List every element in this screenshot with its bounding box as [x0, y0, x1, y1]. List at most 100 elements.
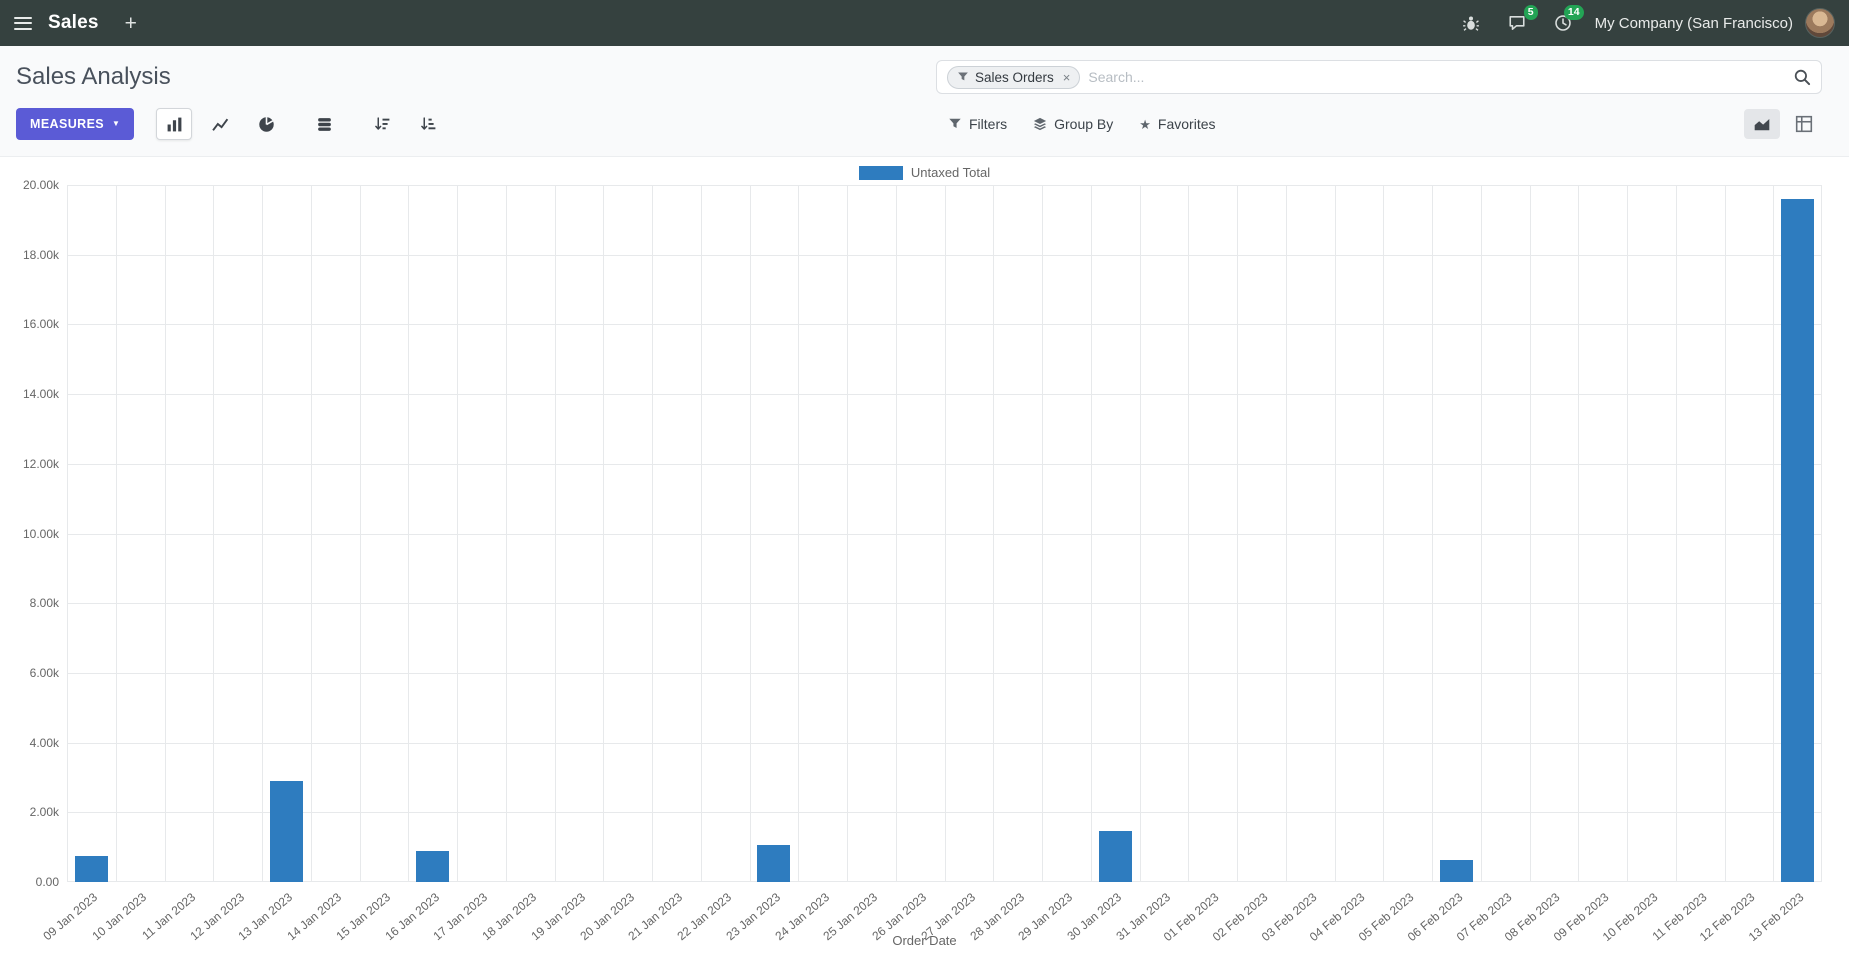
v-gridline — [1773, 185, 1774, 882]
y-tick-label: 18.00k — [22, 248, 59, 262]
v-gridline — [360, 185, 361, 882]
line-chart-type-button[interactable] — [202, 108, 238, 140]
v-gridline — [1335, 185, 1336, 882]
v-gridline — [165, 185, 166, 882]
y-tick-label: 4.00k — [29, 736, 59, 750]
activities-badge: 14 — [1563, 5, 1584, 20]
y-tick-label: 14.00k — [22, 387, 59, 401]
chart-bar[interactable] — [75, 856, 108, 882]
star-icon: ★ — [1139, 116, 1151, 132]
apps-menu-icon[interactable] — [14, 13, 34, 33]
group-by-button[interactable]: Group By — [1033, 116, 1113, 132]
v-gridline — [213, 185, 214, 882]
y-tick-label: 12.00k — [22, 457, 59, 471]
bar-chart-icon — [167, 117, 182, 131]
v-gridline — [1383, 185, 1384, 882]
sort-ascending-icon — [421, 116, 436, 130]
v-gridline — [750, 185, 751, 882]
filters-button[interactable]: Filters — [948, 116, 1007, 132]
v-gridline — [1188, 185, 1189, 882]
sort-descending-button[interactable] — [364, 108, 400, 140]
v-gridline — [408, 185, 409, 882]
search-bar[interactable]: Sales Orders × — [936, 60, 1822, 94]
v-gridline — [896, 185, 897, 882]
bar-chart-plot: 20.00k 18.00k 16.00k 14.00k 12.00k 10.00k 8.00… — [23, 178, 1822, 944]
bar-chart-type-button[interactable] — [156, 108, 193, 140]
v-gridline — [262, 185, 263, 882]
h-gridline — [67, 464, 1822, 465]
stack-icon — [318, 117, 331, 131]
search-facet-sales-orders[interactable]: Sales Orders × — [947, 65, 1081, 89]
chevron-down-icon: ▼ — [112, 119, 121, 128]
v-gridline — [1042, 185, 1043, 882]
v-gridline — [311, 185, 312, 882]
y-tick-label: 0.00 — [35, 875, 59, 889]
v-gridline — [701, 185, 702, 882]
v-gridline — [1627, 185, 1628, 882]
chart-bar[interactable] — [1099, 831, 1132, 882]
page-title: Sales Analysis — [16, 63, 171, 90]
v-gridline — [1286, 185, 1287, 882]
control-panel: Sales Analysis Sales Orders × MEASURES ▼ — [0, 46, 1849, 157]
bug-icon[interactable] — [1459, 11, 1483, 35]
chart-bar[interactable] — [1440, 860, 1473, 882]
company-switcher[interactable]: My Company (San Francisco) — [1594, 14, 1793, 32]
y-tick-label: 20.00k — [22, 178, 59, 192]
legend-color-swatch — [858, 165, 903, 180]
v-gridline — [603, 185, 604, 882]
pivot-view-switcher[interactable] — [1786, 109, 1822, 139]
chart-legend[interactable]: Untaxed Total — [0, 165, 1849, 180]
v-gridline — [1725, 185, 1726, 882]
app-name[interactable]: Sales — [48, 12, 99, 33]
v-gridline — [1578, 185, 1579, 882]
filter-funnel-icon — [949, 118, 961, 128]
x-axis-title: Order Date — [892, 933, 957, 948]
line-chart-icon — [212, 118, 229, 131]
legend-label: Untaxed Total — [910, 165, 991, 180]
messages-badge: 5 — [1523, 5, 1538, 20]
v-gridline — [1237, 185, 1238, 882]
search-input[interactable] — [1088, 69, 1785, 85]
v-gridline — [993, 185, 994, 882]
h-gridline — [67, 673, 1822, 674]
chart-bar[interactable] — [1781, 199, 1814, 882]
v-gridline — [1091, 185, 1092, 882]
plus-icon[interactable]: + — [124, 11, 137, 35]
h-gridline — [67, 255, 1822, 256]
y-tick-label: 16.00k — [22, 317, 59, 331]
favorites-button[interactable]: ★ Favorites — [1139, 116, 1215, 132]
v-gridline — [1821, 185, 1822, 882]
h-gridline — [67, 185, 1822, 186]
h-gridline — [67, 603, 1822, 604]
y-tick-label: 6.00k — [29, 666, 59, 680]
favorites-label: Favorites — [1157, 116, 1216, 132]
messages-icon[interactable]: 5 — [1505, 5, 1538, 35]
pie-chart-icon — [259, 116, 274, 132]
v-gridline — [67, 185, 68, 882]
chart-bar[interactable] — [757, 845, 790, 882]
chart-bar[interactable] — [416, 851, 449, 882]
v-gridline — [1432, 185, 1433, 882]
sort-descending-icon — [375, 116, 390, 130]
search-icon[interactable] — [1793, 68, 1811, 86]
chart-bar[interactable] — [270, 781, 303, 882]
pie-chart-type-button[interactable] — [248, 108, 284, 140]
v-gridline — [1676, 185, 1677, 882]
filters-label: Filters — [969, 116, 1008, 132]
sort-ascending-button[interactable] — [410, 108, 446, 140]
graph-view-switcher[interactable] — [1744, 109, 1780, 139]
h-gridline — [67, 812, 1822, 813]
avatar[interactable] — [1805, 8, 1835, 38]
facet-remove-icon[interactable]: × — [1062, 69, 1071, 85]
h-gridline — [67, 743, 1822, 744]
measures-button[interactable]: MEASURES ▼ — [16, 108, 135, 140]
facet-label: Sales Orders — [975, 69, 1054, 85]
activities-clock-icon[interactable]: 14 — [1551, 5, 1584, 35]
top-navbar: Sales + 5 14 My Company (San Francisco) — [0, 0, 1849, 46]
v-gridline — [1481, 185, 1482, 882]
v-gridline — [847, 185, 848, 882]
v-gridline — [1140, 185, 1141, 882]
stacked-toggle-button[interactable] — [306, 108, 342, 140]
v-gridline — [798, 185, 799, 882]
pivot-table-icon — [1795, 115, 1813, 133]
